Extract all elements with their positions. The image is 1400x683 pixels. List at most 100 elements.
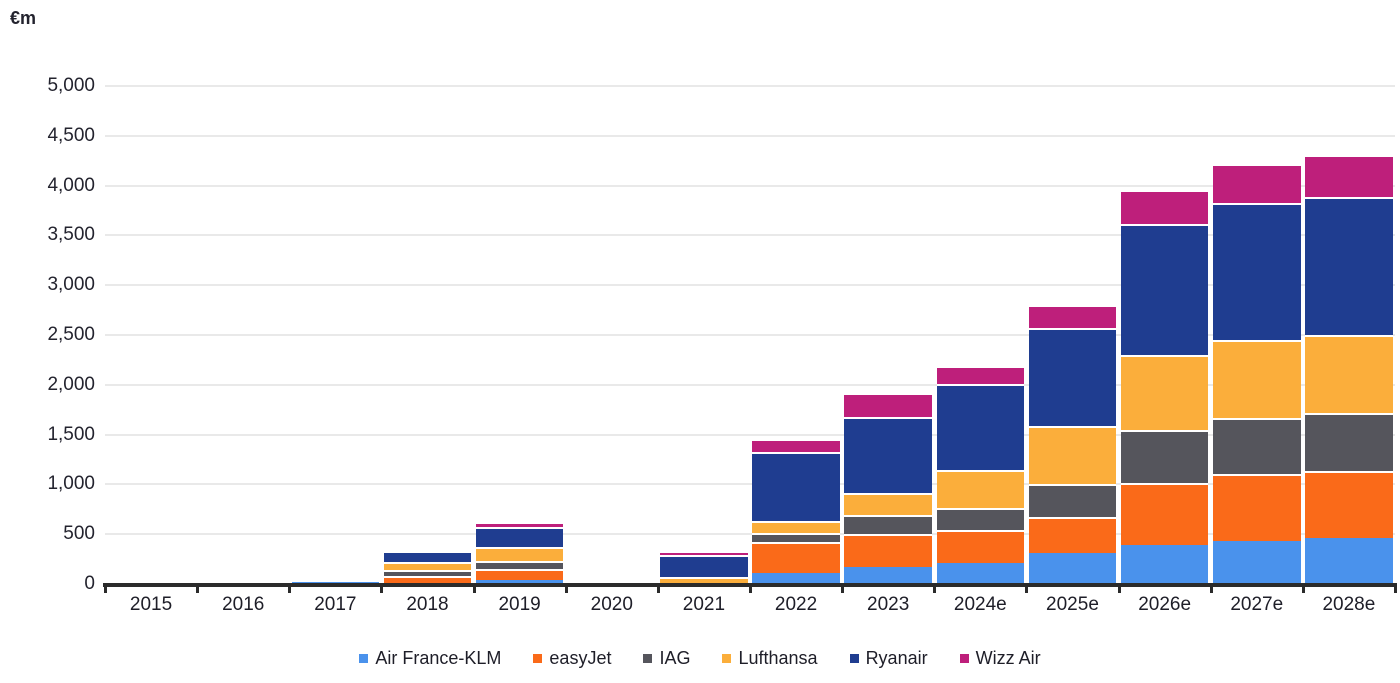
bar-2021 — [660, 550, 748, 584]
y-tick-label: 3,000 — [47, 274, 95, 296]
x-axis-tick — [564, 585, 568, 593]
bar-segment-wizz-air — [936, 366, 1025, 384]
bar-segment-ryanair — [1120, 224, 1209, 355]
x-tick-label: 2022 — [774, 594, 818, 615]
bar-slot-2021 — [658, 86, 750, 584]
bar-segment-air-france-klm — [752, 573, 840, 584]
x-tick-label: 2023 — [867, 594, 910, 615]
y-tick-label: 3,500 — [47, 224, 95, 246]
legend-label: Wizz Air — [975, 648, 1041, 668]
x-axis-tick — [1025, 585, 1029, 593]
legend-swatch-icon — [533, 654, 543, 663]
legend-item-air-france-klm: Air France-KLM — [359, 648, 501, 669]
bar-2024e — [936, 366, 1025, 584]
bar-segment-easyjet — [1120, 483, 1209, 545]
x-axis-tick — [1301, 585, 1305, 593]
legend-label: easyJet — [549, 648, 612, 668]
bar-2022 — [752, 438, 840, 584]
bar-segment-lufthansa — [475, 546, 564, 561]
bar-segment-lufthansa — [936, 469, 1025, 508]
x-tick-label: 2016 — [222, 594, 265, 615]
legend-item-easyjet: easyJet — [533, 648, 611, 669]
bar-segment-iag — [383, 570, 472, 576]
bar-slot-2020 — [566, 86, 658, 584]
plot-area — [103, 85, 1397, 593]
x-tick-label: 2020 — [590, 594, 633, 615]
bar-2023 — [844, 392, 932, 584]
legend-swatch-icon — [359, 654, 369, 663]
x-tick-label: 2015 — [129, 594, 173, 615]
legend-swatch-icon — [849, 654, 859, 663]
y-tick-label: 1,000 — [47, 473, 95, 495]
legend-swatch-icon — [722, 654, 732, 663]
bar-slot-2015 — [105, 86, 197, 584]
gridline — [105, 134, 1395, 137]
x-axis-tick — [933, 585, 937, 593]
bar-segment-ryanair — [475, 526, 564, 547]
bar-segment-easyjet — [1212, 473, 1301, 542]
bar-segment-iag — [752, 533, 840, 543]
bar-segment-wizz-air — [844, 392, 932, 417]
x-axis-tick — [1209, 585, 1213, 593]
bar-slot-2018 — [381, 86, 473, 584]
bar-segment-easyjet — [752, 542, 840, 573]
y-tick-label: 2,500 — [47, 324, 95, 345]
bar-segment-air-france-klm — [475, 580, 564, 584]
y-tick-label: 5,000 — [47, 75, 95, 96]
gridline — [105, 184, 1395, 187]
x-tick-label: 2019 — [498, 594, 541, 615]
y-tick-label: 4,000 — [47, 174, 95, 196]
bar-segment-iag — [936, 507, 1025, 531]
bar-slot-2024e — [934, 86, 1026, 584]
x-tick-label: 2021 — [682, 594, 726, 615]
x-axis-tick — [841, 585, 845, 593]
legend-item-ryanair: Ryanair — [849, 648, 928, 669]
legend-item-iag: IAG — [643, 648, 690, 669]
bar-segment-ryanair — [383, 551, 472, 562]
bar-slot-2028e — [1303, 86, 1395, 584]
bar-segment-lufthansa — [844, 493, 932, 516]
bar-2027e — [1212, 164, 1301, 584]
bar-2017 — [291, 581, 380, 584]
gridline — [105, 433, 1395, 436]
bar-segment-wizz-air — [660, 550, 748, 556]
bar-slot-2025e — [1026, 86, 1118, 584]
bar-segment-lufthansa — [752, 521, 840, 534]
legend-swatch-icon — [643, 654, 653, 663]
x-axis-tick — [1117, 585, 1121, 593]
legend-label: Lufthansa — [738, 648, 818, 668]
bar-segment-ryanair — [660, 555, 748, 577]
bar-2028e — [1305, 155, 1393, 584]
bar-segment-air-france-klm — [936, 563, 1025, 584]
bar-segment-ryanair — [844, 416, 932, 494]
x-axis-tick — [380, 585, 384, 593]
x-axis-tick — [288, 585, 292, 593]
legend-label: Air France-KLM — [375, 648, 502, 668]
x-tick-label: 2028e — [1322, 594, 1376, 615]
x-tick-label: 2018 — [406, 594, 449, 615]
bar-segment-easyjet — [1305, 470, 1393, 539]
x-axis-tick — [472, 585, 476, 593]
y-tick-label: 2,000 — [47, 373, 95, 395]
legend-label: IAG — [659, 648, 691, 668]
bar-segment-iag — [1028, 484, 1117, 518]
y-tick-label: 0 — [84, 573, 95, 594]
x-tick-label: 2026e — [1138, 594, 1192, 615]
x-axis-labels: 2015 2016 2017 2018 2019 2020 2021 2022 2023 2024… — [105, 594, 1395, 616]
bar-slot-2019 — [474, 86, 566, 584]
bars-layer — [105, 86, 1395, 584]
bar-slot-2022 — [750, 86, 842, 584]
bar-segment-air-france-klm — [844, 567, 932, 584]
gridline — [105, 383, 1395, 386]
x-tick-label: 2025e — [1046, 594, 1099, 615]
y-tick-label: 4,500 — [47, 124, 95, 146]
bar-segment-air-france-klm — [1028, 553, 1117, 584]
legend-item-wizz-air: Wizz Air — [959, 648, 1041, 669]
y-tick-label: 500 — [63, 523, 95, 545]
bar-slot-2027e — [1211, 86, 1303, 584]
legend-label: Ryanair — [865, 648, 928, 668]
bar-segment-easyjet — [383, 575, 472, 584]
x-tick-label: 2017 — [314, 594, 357, 615]
bar-segment-wizz-air — [1212, 164, 1301, 203]
